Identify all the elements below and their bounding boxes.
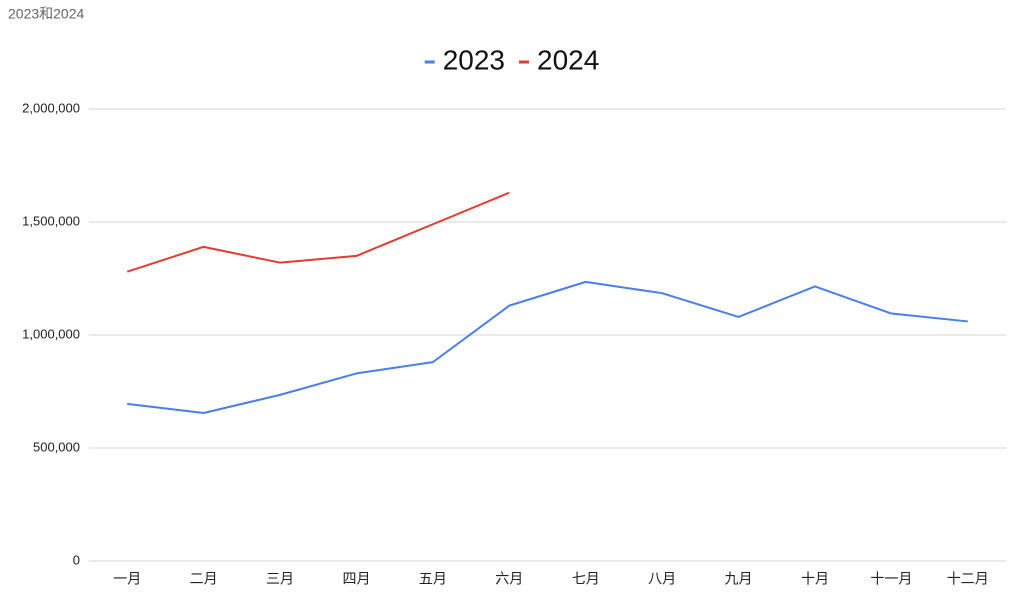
y-tick-label: 1,000,000 bbox=[22, 326, 80, 341]
x-tick-label: 四月 bbox=[342, 571, 370, 587]
x-tick-label: 三月 bbox=[266, 571, 294, 587]
x-tick-label: 七月 bbox=[572, 571, 600, 587]
x-tick-label: 九月 bbox=[725, 571, 753, 587]
x-tick-label: 十月 bbox=[801, 571, 829, 587]
legend-label: 2023 bbox=[443, 44, 505, 75]
page-label: 2023和2024 bbox=[8, 6, 85, 22]
x-tick-label: 十二月 bbox=[947, 571, 989, 587]
y-tick-label: 0 bbox=[73, 552, 80, 567]
x-tick-label: 十一月 bbox=[870, 571, 912, 587]
y-tick-label: 2,000,000 bbox=[22, 100, 80, 115]
x-tick-label: 五月 bbox=[419, 571, 447, 587]
y-tick-label: 500,000 bbox=[33, 439, 80, 454]
legend-label: 2024 bbox=[537, 44, 599, 75]
x-tick-label: 八月 bbox=[648, 571, 676, 587]
x-tick-label: 二月 bbox=[190, 571, 218, 587]
y-tick-label: 1,500,000 bbox=[22, 213, 80, 228]
data-line bbox=[126, 191, 510, 273]
data-line bbox=[127, 280, 968, 414]
x-tick-label: 一月 bbox=[113, 571, 141, 587]
x-tick-label: 六月 bbox=[495, 571, 523, 587]
